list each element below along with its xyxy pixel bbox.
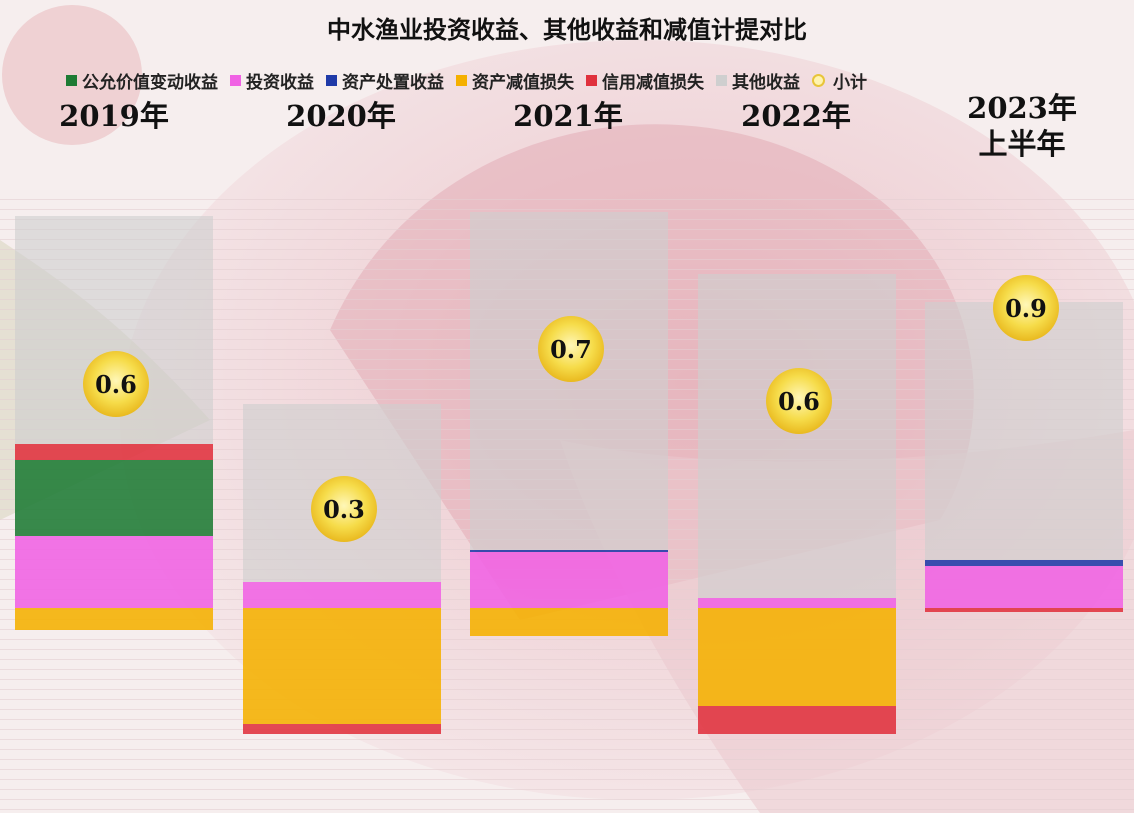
year-line1: 2023年 <box>967 91 1077 125</box>
bar-segment <box>243 608 441 724</box>
bar-segment <box>925 566 1123 608</box>
bar-segment <box>925 608 1123 612</box>
legend-label: 小计 <box>833 73 867 93</box>
subtotal-marker <box>538 316 604 382</box>
year-line2: 2021年 <box>513 99 623 133</box>
bar-segment <box>470 552 668 608</box>
year-line2: 2020年 <box>286 99 396 133</box>
subtotal-marker <box>766 368 832 434</box>
legend-item-credit-impairment: 信用减值损失 <box>586 68 704 93</box>
legend-item-asset-impairment: 资产减值损失 <box>456 68 574 93</box>
subtotal-label: 0.6 <box>778 387 820 416</box>
legend-swatch <box>456 75 467 86</box>
legend-swatch <box>326 75 337 86</box>
bar-segment <box>470 550 668 552</box>
year-label-2019: 2019年 <box>14 98 214 134</box>
legend-item-asset-disposal: 资产处置收益 <box>326 68 444 93</box>
subtotal-marker <box>311 476 377 542</box>
legend-swatch <box>66 75 77 86</box>
bar-segment <box>243 724 441 734</box>
chart-title: 中水渔业投资收益、其他收益和减值计提对比 <box>327 15 807 44</box>
bar-segment <box>925 302 1123 560</box>
year-line2: 2022年 <box>741 99 851 133</box>
subtotal-marker <box>993 275 1059 341</box>
year-line2: 上半年 <box>978 127 1066 161</box>
legend-label: 投资收益 <box>246 73 314 93</box>
legend-label: 资产减值损失 <box>472 73 574 93</box>
year-line2: 2019年 <box>59 99 169 133</box>
subtotal-label: 0.6 <box>95 370 137 399</box>
bar-segment <box>15 460 213 536</box>
bar-segment <box>698 598 896 608</box>
bar-segment <box>925 560 1123 566</box>
legend-swatch <box>716 75 727 86</box>
year-label-2020: 2020年 <box>241 98 441 134</box>
bar-segment <box>470 608 668 636</box>
legend-item-investment: 投资收益 <box>230 68 314 93</box>
subtotal-marker <box>83 351 149 417</box>
bar-segment <box>698 608 896 706</box>
legend-swatch <box>586 75 597 86</box>
year-label-2021: 2021年 <box>468 98 668 134</box>
bar-segment <box>243 582 441 608</box>
subtotal-label: 0.3 <box>323 495 365 524</box>
bar-segment <box>15 536 213 608</box>
chart-legend: 公允价值变动收益 投资收益 资产处置收益 资产减值损失 信用减值损失 其他收益 … <box>66 68 879 93</box>
legend-item-other-income: 其他收益 <box>716 68 800 93</box>
year-label-2023h1: 2023年 上半年 <box>922 90 1122 162</box>
legend-label: 公允价值变动收益 <box>82 73 218 93</box>
legend-item-fair-value: 公允价值变动收益 <box>66 68 218 93</box>
bar-segment <box>15 444 213 460</box>
legend-label: 其他收益 <box>732 73 800 93</box>
legend-swatch <box>230 75 241 86</box>
bar-segment <box>698 274 896 598</box>
year-label-2022: 2022年 <box>696 98 896 134</box>
legend-item-subtotal: 小计 <box>812 68 867 93</box>
legend-marker <box>812 74 825 87</box>
subtotal-label: 0.7 <box>550 335 592 364</box>
legend-label: 资产处置收益 <box>342 73 444 93</box>
legend-label: 信用减值损失 <box>602 73 704 93</box>
subtotal-label: 0.9 <box>1005 294 1047 323</box>
bar-segment <box>698 706 896 734</box>
bar-segment <box>15 608 213 630</box>
